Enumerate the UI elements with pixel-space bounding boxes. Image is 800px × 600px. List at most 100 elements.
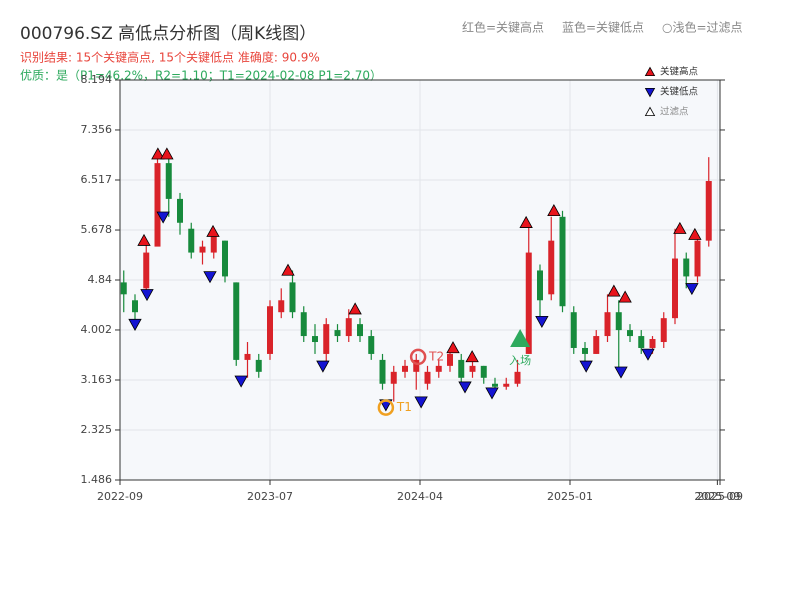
candle-body	[525, 252, 532, 354]
candle-body	[537, 270, 543, 301]
candle-body	[593, 336, 600, 354]
candle-body	[559, 216, 566, 307]
y-tick-label: 2.325	[81, 423, 113, 436]
candle-body	[177, 198, 183, 223]
candle-body	[379, 359, 386, 384]
annotation-marker	[409, 348, 427, 366]
candle-body	[503, 383, 510, 387]
key-point	[203, 271, 217, 284]
candle-body	[334, 330, 341, 337]
key-point	[156, 211, 170, 224]
legend-symbol	[644, 66, 656, 76]
candle-body	[120, 282, 127, 295]
candle-body	[210, 234, 217, 253]
key-point	[316, 360, 330, 373]
key-point	[446, 341, 460, 354]
candle-body	[705, 181, 712, 241]
annotation-label: T2	[428, 349, 444, 363]
y-tick-label: 1.486	[81, 473, 113, 486]
y-tick-label: 7.356	[81, 123, 113, 136]
candle-body	[267, 306, 273, 354]
candle-body	[683, 258, 690, 277]
candle-body	[447, 353, 453, 366]
key-point	[607, 284, 621, 297]
candle-body	[413, 359, 420, 372]
plot-border	[119, 79, 721, 481]
candle-body	[492, 383, 498, 387]
key-point	[465, 350, 479, 363]
candle-body	[188, 228, 195, 253]
candle-body	[402, 365, 408, 372]
key-point	[519, 215, 533, 228]
candle-body	[649, 339, 656, 348]
legend-label: 关键低点	[660, 86, 699, 98]
key-point	[160, 147, 174, 160]
key-point	[206, 224, 220, 237]
annotation-label: 入场	[509, 353, 531, 367]
candle-body	[660, 318, 667, 343]
y-tick-label: 4.84	[88, 273, 113, 286]
annotation-marker	[510, 329, 531, 348]
key-point	[685, 283, 699, 296]
legend-label: 关键高点	[660, 66, 699, 78]
candle-body	[255, 359, 262, 372]
key-point	[614, 366, 628, 379]
y-tick-label: 4.002	[81, 323, 113, 336]
candle-body	[570, 312, 577, 348]
candle-body	[424, 371, 431, 384]
chart-title: 000796.SZ 高低点分析图（周K线图）	[20, 24, 316, 44]
candle-body	[458, 359, 465, 378]
key-point	[535, 315, 549, 328]
candle-body	[199, 246, 206, 253]
candle-body	[514, 371, 521, 384]
candle-body	[638, 336, 645, 348]
y-tick-label: 6.517	[81, 173, 113, 186]
candle-body	[694, 240, 701, 277]
candle-body	[615, 312, 622, 331]
key-point	[128, 318, 142, 331]
x-tick-label: 2025-09	[697, 490, 743, 503]
legend-symbol	[644, 106, 656, 116]
key-point	[137, 233, 151, 246]
y-tick-label: 3.163	[81, 373, 113, 386]
candle-body	[233, 282, 240, 360]
candle-body	[672, 258, 678, 319]
candle-body	[244, 353, 251, 360]
candle-body	[357, 324, 363, 337]
x-tick-label: 2025-09	[694, 490, 740, 503]
annotation-marker	[377, 399, 395, 416]
note: 蓝色=关键低点	[562, 21, 644, 35]
key-point	[458, 381, 472, 394]
x-tick-label: 2022-09	[97, 490, 143, 503]
key-point	[234, 375, 248, 388]
candle-body	[312, 336, 318, 343]
legend-label: 过滤点	[660, 106, 689, 118]
key-point	[641, 348, 655, 361]
legend-symbol	[644, 88, 656, 98]
key-point	[688, 227, 702, 240]
candle-body	[435, 365, 442, 372]
candle-body	[132, 300, 138, 313]
key-point	[618, 290, 632, 303]
key-point	[547, 204, 561, 217]
key-point	[485, 387, 499, 400]
candle-body	[604, 312, 611, 337]
subtitle: 优质：是（P1=46.2%，R2=1.10；T1=2024-02-08 P1=2…	[20, 69, 382, 83]
x-tick-label: 2023-07	[247, 490, 293, 503]
candle-body	[278, 300, 285, 313]
candle-body	[154, 163, 161, 247]
key-point	[151, 147, 165, 160]
candle-body	[143, 252, 150, 289]
candle-body	[627, 330, 633, 337]
candle-body	[222, 240, 228, 277]
candle-body	[345, 318, 352, 337]
key-point	[281, 263, 295, 276]
subtitle: 识别结果: 15个关键高点, 15个关键低点 准确度: 90.9%	[20, 50, 320, 65]
note: ○浅色=过滤点	[662, 21, 743, 35]
key-point	[140, 289, 154, 302]
candle-body	[582, 347, 588, 354]
y-tick-label: 5.678	[81, 223, 113, 236]
x-tick-label: 2025-01	[547, 490, 593, 503]
candle-body	[289, 282, 296, 313]
